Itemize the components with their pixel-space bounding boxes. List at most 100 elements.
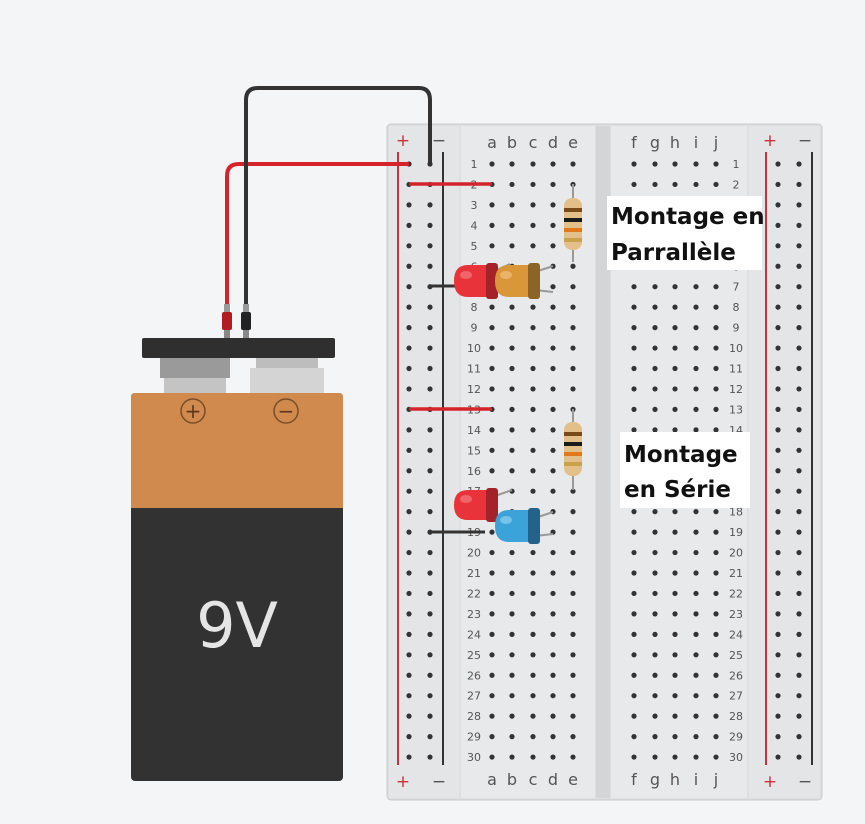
rail-hole-0-16[interactable]: [406, 468, 412, 474]
hole-i10[interactable]: [693, 345, 699, 351]
hole-c24[interactable]: [530, 631, 536, 637]
hole-e25[interactable]: [570, 652, 576, 658]
hole-d13[interactable]: [550, 406, 556, 412]
hole-b24[interactable]: [509, 631, 515, 637]
hole-h28[interactable]: [672, 713, 678, 719]
hole-c28[interactable]: [530, 713, 536, 719]
hole-d8[interactable]: [550, 304, 556, 310]
rail-hole-3-23[interactable]: [796, 611, 802, 617]
rail-hole-2-13[interactable]: [775, 406, 781, 412]
hole-b15[interactable]: [509, 447, 515, 453]
battery-9v[interactable]: + − 9V: [131, 338, 343, 781]
jumper-wires[interactable]: [409, 182, 492, 534]
hole-b21[interactable]: [509, 570, 515, 576]
rail-hole-2-26[interactable]: [775, 672, 781, 678]
hole-d22[interactable]: [550, 590, 556, 597]
hole-a14[interactable]: [489, 427, 495, 433]
hole-e12[interactable]: [570, 386, 576, 392]
hole-d20[interactable]: [550, 549, 556, 556]
hole-e11[interactable]: [570, 365, 576, 372]
rail-hole-1-9[interactable]: [427, 325, 433, 331]
hole-j12[interactable]: [713, 386, 719, 392]
hole-a27[interactable]: [489, 693, 495, 699]
hole-a1[interactable]: [489, 161, 495, 167]
hole-e19[interactable]: [570, 529, 576, 535]
rail-hole-2-21[interactable]: [775, 570, 781, 576]
hole-b10[interactable]: [509, 345, 515, 351]
hole-c22[interactable]: [530, 590, 536, 597]
rail-hole-1-11[interactable]: [427, 365, 433, 372]
hole-e22[interactable]: [570, 590, 576, 597]
hole-f29[interactable]: [631, 734, 637, 740]
hole-j2[interactable]: [713, 181, 719, 188]
hole-b9[interactable]: [509, 325, 515, 331]
hole-c17[interactable]: [530, 488, 536, 494]
rail-hole-1-12[interactable]: [427, 386, 433, 392]
rail-hole-1-24[interactable]: [427, 631, 433, 637]
rail-hole-1-16[interactable]: [427, 468, 433, 474]
hole-c20[interactable]: [530, 549, 536, 556]
rail-hole-2-28[interactable]: [775, 713, 781, 719]
hole-h19[interactable]: [672, 529, 678, 535]
hole-f27[interactable]: [631, 693, 637, 699]
rail-hole-3-26[interactable]: [796, 672, 802, 678]
hole-b27[interactable]: [509, 693, 515, 699]
hole-h20[interactable]: [672, 549, 678, 556]
hole-h23[interactable]: [672, 611, 678, 617]
hole-i20[interactable]: [693, 549, 699, 556]
led-red-parallel[interactable]: [454, 263, 511, 299]
hole-b16[interactable]: [509, 468, 515, 474]
rail-hole-2-18[interactable]: [775, 509, 781, 515]
rail-hole-1-8[interactable]: [427, 304, 433, 310]
hole-g8[interactable]: [652, 304, 658, 310]
hole-g12[interactable]: [652, 386, 658, 392]
rail-hole-1-14[interactable]: [427, 427, 433, 433]
hole-g18[interactable]: [652, 509, 658, 515]
rail-hole-3-13[interactable]: [796, 406, 802, 412]
hole-h24[interactable]: [672, 631, 678, 637]
rail-hole-0-3[interactable]: [406, 202, 412, 208]
rail-hole-3-18[interactable]: [796, 509, 802, 515]
rail-hole-3-1[interactable]: [796, 161, 802, 167]
hole-j1[interactable]: [713, 161, 719, 167]
rail-hole-3-7[interactable]: [796, 284, 802, 290]
hole-i21[interactable]: [693, 570, 699, 576]
hole-d15[interactable]: [550, 447, 556, 453]
hole-b8[interactable]: [509, 304, 515, 310]
hole-e21[interactable]: [570, 570, 576, 576]
hole-b2[interactable]: [509, 181, 515, 188]
hole-b11[interactable]: [509, 365, 515, 372]
hole-f20[interactable]: [631, 549, 637, 556]
rail-hole-0-15[interactable]: [406, 447, 412, 453]
rail-hole-0-26[interactable]: [406, 672, 412, 678]
hole-g23[interactable]: [652, 611, 658, 617]
hole-g9[interactable]: [652, 325, 658, 331]
hole-e20[interactable]: [570, 549, 576, 556]
rail-hole-0-23[interactable]: [406, 611, 412, 617]
hole-e27[interactable]: [570, 693, 576, 699]
rail-hole-0-5[interactable]: [406, 243, 412, 249]
hole-j26[interactable]: [713, 672, 719, 678]
hole-j20[interactable]: [713, 549, 719, 556]
hole-h12[interactable]: [672, 386, 678, 392]
hole-i23[interactable]: [693, 611, 699, 617]
rail-hole-0-27[interactable]: [406, 693, 412, 699]
rail-hole-2-6[interactable]: [775, 263, 781, 269]
hole-c14[interactable]: [530, 427, 536, 433]
rail-hole-2-12[interactable]: [775, 386, 781, 392]
rail-hole-0-12[interactable]: [406, 386, 412, 392]
hole-b30[interactable]: [509, 754, 515, 760]
hole-j27[interactable]: [713, 693, 719, 699]
rail-hole-0-25[interactable]: [406, 652, 412, 658]
hole-e8[interactable]: [570, 304, 576, 310]
hole-g26[interactable]: [652, 672, 658, 678]
hole-e24[interactable]: [570, 631, 576, 637]
rail-hole-0-29[interactable]: [406, 734, 412, 740]
hole-i12[interactable]: [693, 386, 699, 392]
hole-b28[interactable]: [509, 713, 515, 719]
rail-hole-2-25[interactable]: [775, 652, 781, 658]
hole-b26[interactable]: [509, 672, 515, 678]
hole-a19[interactable]: [489, 529, 495, 535]
hole-g13[interactable]: [652, 406, 658, 412]
hole-e7[interactable]: [570, 284, 576, 290]
